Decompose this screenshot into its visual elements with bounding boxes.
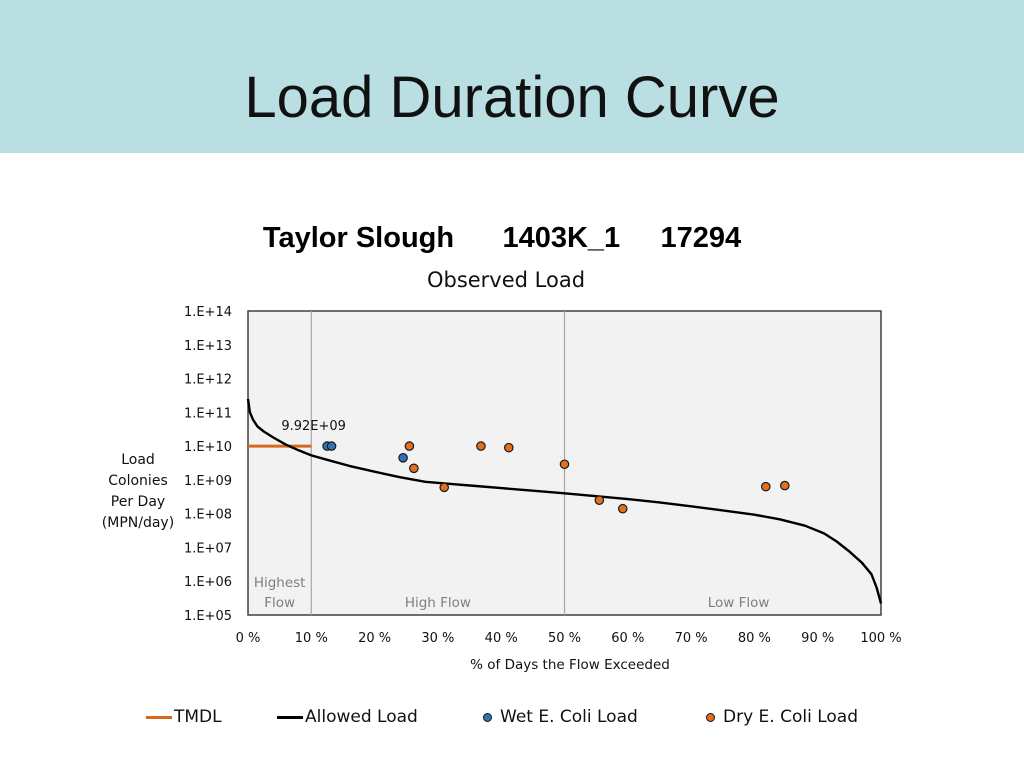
legend-label-wet-load: Wet E. Coli Load	[500, 707, 638, 727]
legend-label-dry-load: Dry E. Coli Load	[723, 707, 858, 727]
x-tick-label: 40 %	[485, 631, 518, 646]
dry-load-point	[503, 442, 514, 453]
x-axis-label: % of Days the Flow Exceeded	[470, 657, 670, 673]
slide-title: Load Duration Curve	[244, 65, 780, 130]
dry-load-point	[476, 441, 486, 451]
legend-item-wet-load: Wet E. Coli Load	[483, 704, 638, 730]
y-axis-label-line: Colonies	[108, 473, 168, 489]
dry-load-point	[404, 441, 415, 451]
y-tick-label: 1.E+07	[184, 541, 232, 556]
x-tick-label: 90 %	[801, 631, 834, 646]
x-tick-label: 50 %	[548, 631, 581, 646]
dry-load-point	[409, 463, 419, 474]
legend-label-allowed-load: Allowed Load	[305, 707, 418, 727]
x-tick-label: 10 %	[295, 631, 328, 646]
y-tick-label: 1.E+08	[184, 508, 232, 523]
y-axis-label-line: (MPN/day)	[101, 515, 175, 531]
dry-load-point	[439, 482, 450, 493]
y-tick-label: 1.E+06	[184, 575, 232, 590]
y-axis-label: Load Colonies Per Day (MPN/day)	[92, 450, 184, 534]
chart-subtitle: Observed Load	[426, 268, 586, 292]
wet-load-point	[326, 441, 337, 451]
data-label-annotation: 9.92E+09	[281, 419, 346, 434]
x-tick-label: 0 %	[236, 631, 261, 646]
legend-swatch-dry-load	[706, 712, 715, 722]
x-tick-label: 60 %	[611, 631, 644, 646]
y-tick-label: 1.E+12	[184, 373, 232, 388]
y-tick-label: 1.E+10	[184, 440, 232, 455]
x-tick-label: 100 %	[860, 631, 901, 646]
y-tick-label: 1.E+13	[184, 339, 232, 354]
x-tick-label: 30 %	[421, 631, 454, 646]
y-tick-label: 1.E+09	[184, 474, 232, 489]
legend-swatch-allowed-load	[277, 715, 303, 719]
legend-item-tmdl: TMDL	[146, 704, 222, 730]
y-axis-label-line: Per Day	[110, 494, 166, 510]
legend-item-allowed-load: Allowed Load	[277, 704, 418, 730]
y-tick-label: 1.E+11	[184, 406, 232, 421]
legend-swatch-tmdl	[146, 715, 172, 719]
dry-load-point	[559, 459, 570, 470]
dry-load-point	[594, 495, 605, 506]
legend-label-tmdl: TMDL	[174, 707, 222, 727]
wet-load-point	[398, 453, 408, 463]
x-tick-label: 70 %	[675, 631, 708, 646]
zone-label: Low Flow	[708, 595, 770, 611]
dry-load-point	[617, 503, 628, 514]
allowed-load-curve	[246, 398, 883, 604]
chart-title: Taylor Slough 1403K_1 17294	[262, 222, 742, 254]
zone-label: High Flow	[405, 595, 471, 611]
legend-item-dry-load: Dry E. Coli Load	[706, 704, 858, 730]
x-tick-label: 20 %	[358, 631, 391, 646]
dry-load-point	[760, 481, 771, 492]
y-tick-label: 1.E+05	[184, 609, 232, 624]
y-tick-label: 1.E+14	[184, 305, 232, 320]
x-tick-label: 80 %	[738, 631, 771, 646]
dry-load-point	[779, 480, 790, 491]
legend-swatch-wet-load	[483, 712, 492, 722]
title-banner	[0, 0, 1024, 153]
zone-label: Highest Flow	[254, 575, 306, 611]
y-axis-label-line: Load	[121, 452, 155, 468]
legend: TMDL Allowed Load Wet E. Coli Load Dry E…	[0, 704, 1024, 730]
